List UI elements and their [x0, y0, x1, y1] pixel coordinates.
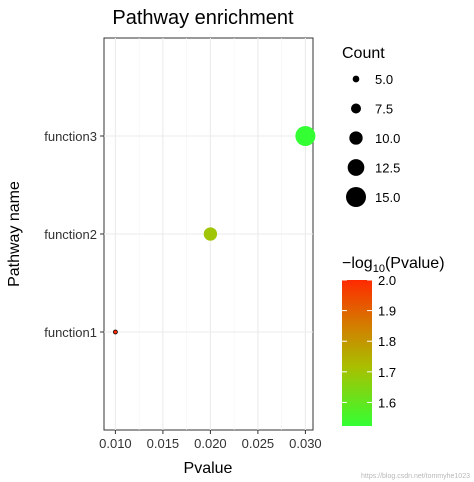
colorbar-tick-label: 1.6	[378, 395, 396, 410]
x-axis-title: Pvalue	[184, 460, 233, 477]
data-points	[113, 125, 316, 335]
chart-title: Pathway enrichment	[112, 7, 294, 29]
size-legend-key	[349, 131, 363, 145]
size-legend-key	[350, 103, 362, 114]
size-legend-label: 5.0	[375, 72, 393, 87]
x-tick-label: 0.020	[194, 436, 227, 451]
watermark: https://blog.csdn.net/tommyhe1023	[361, 473, 470, 480]
x-axis: 0.010 0.015 0.020 0.025 0.030	[99, 430, 322, 451]
y-axis-title: Pathway name	[6, 181, 23, 287]
color-legend-title-suffix: (Pvalue)	[385, 255, 445, 272]
colorbar-tick-label: 1.8	[378, 334, 396, 349]
size-legend-label: 15.0	[375, 190, 400, 205]
colorbar-tick-label: 1.9	[378, 304, 396, 319]
y-tick-label: function2	[44, 227, 97, 242]
size-legend-key	[347, 159, 365, 176]
size-legend-title: Count	[342, 45, 385, 62]
x-tick-label: 0.015	[147, 436, 180, 451]
color-legend-title: −log10(Pvalue)	[342, 255, 445, 275]
x-tick-label: 0.030	[289, 436, 322, 451]
point-function3	[295, 125, 316, 147]
y-tick-label: function3	[44, 129, 97, 144]
grid-lines	[104, 38, 313, 430]
x-tick-label: 0.025	[242, 436, 275, 451]
point-function1	[113, 329, 118, 335]
color-legend: −log10(Pvalue) 2.0 1.9 1.8 1.7 1.6	[342, 255, 445, 426]
color-legend-title-sub: 10	[373, 263, 385, 275]
colorbar-tick-label: 2.0	[378, 273, 396, 288]
size-legend-key	[352, 75, 360, 83]
size-legend-key	[345, 186, 367, 208]
size-legend-label: 12.5	[375, 161, 400, 176]
color-legend-title-prefix: −log	[342, 255, 373, 272]
y-axis: function1 function2 function3	[44, 129, 104, 340]
colorbar	[342, 280, 372, 426]
size-legend-label: 7.5	[375, 102, 393, 117]
size-legend-label: 10.0	[375, 131, 400, 146]
x-tick-label: 0.010	[99, 436, 132, 451]
colorbar-tick-label: 1.7	[378, 365, 396, 380]
point-function2	[203, 227, 218, 241]
y-tick-label: function1	[44, 325, 97, 340]
size-legend: Count 5.0 7.5 10.0 12.5 15.0	[342, 45, 400, 208]
